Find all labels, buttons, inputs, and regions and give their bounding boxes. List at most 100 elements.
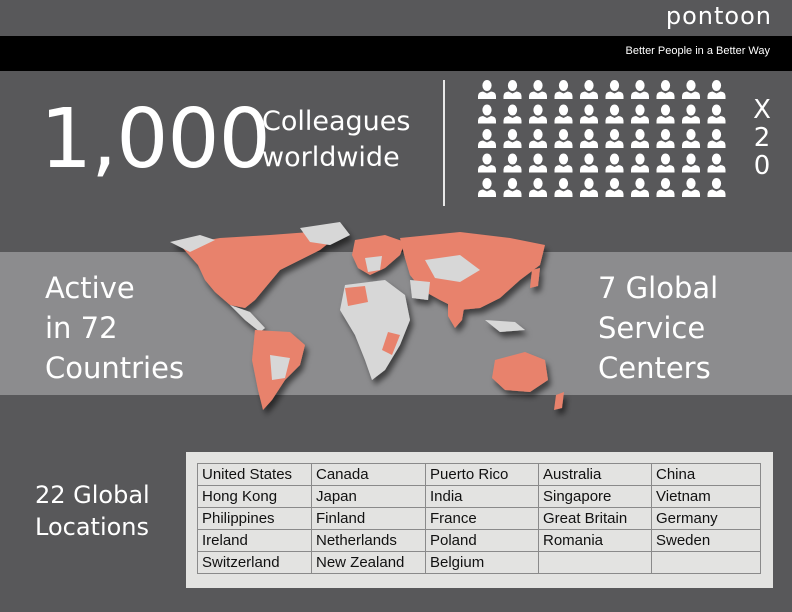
table-row: Switzerland New Zealand Belgium	[197, 551, 761, 574]
person-icon	[707, 153, 726, 173]
person-icon	[478, 104, 496, 124]
person-icon	[656, 104, 675, 124]
table-row: Hong Kong Japan India Singapore Vietnam	[197, 485, 761, 508]
table-cell: Singapore	[538, 485, 652, 508]
countries-stat-line3: Countries	[45, 351, 185, 385]
person-icon	[605, 153, 624, 173]
locations-label-line1: 22 Global	[35, 481, 150, 509]
person-icon	[580, 129, 598, 148]
table-cell	[651, 551, 761, 574]
person-icon	[631, 178, 649, 197]
person-icon	[682, 104, 700, 124]
table-cell: Romania	[538, 529, 652, 552]
person-icon	[580, 80, 598, 99]
table-cell: Sweden	[651, 529, 761, 552]
person-icon	[529, 129, 547, 148]
person-icon	[529, 178, 547, 197]
table-cell: Netherlands	[311, 529, 426, 552]
table-cell: India	[425, 485, 539, 508]
person-icon	[682, 80, 700, 99]
person-icon	[605, 129, 624, 148]
person-icon	[656, 153, 675, 173]
person-icon	[503, 129, 522, 148]
africa-highlight	[345, 286, 368, 306]
person-icon	[478, 178, 496, 197]
person-icon	[682, 178, 700, 197]
person-icon	[554, 80, 573, 99]
service-centers-line2: Service	[598, 311, 706, 345]
person-icon	[682, 129, 700, 148]
person-icon	[580, 153, 598, 173]
table-cell: Hong Kong	[197, 485, 312, 508]
multiplier-char-x: X	[753, 95, 771, 125]
person-icon	[631, 129, 649, 148]
person-icon	[707, 80, 726, 99]
africa-shape	[340, 280, 410, 380]
table-cell: Great Britain	[538, 507, 652, 530]
countries-stat: Active in 72 Countries	[45, 268, 184, 388]
countries-stat-line1: Active	[45, 271, 135, 305]
person-icon	[707, 104, 726, 124]
multiplier-char-0: 0	[753, 151, 771, 181]
person-icon	[554, 129, 573, 148]
person-icon	[656, 178, 675, 197]
person-icon	[605, 80, 624, 99]
person-icon	[631, 104, 649, 124]
table-cell	[538, 551, 652, 574]
locations-table: United States Canada Puerto Rico Austral…	[197, 463, 761, 574]
pontoon-logo: pontoon	[665, 2, 772, 30]
asia-detail-2	[410, 280, 430, 300]
person-icon	[707, 178, 726, 197]
person-icon	[503, 178, 522, 197]
person-icon	[656, 129, 675, 148]
table-row: United States Canada Puerto Rico Austral…	[197, 463, 761, 486]
service-centers-line1: 7 Global	[598, 271, 719, 305]
table-cell: Switzerland	[197, 551, 312, 574]
person-icon	[682, 153, 700, 173]
person-icon	[503, 104, 522, 124]
person-icon	[631, 80, 649, 99]
person-icon	[605, 178, 624, 197]
canada-north-shape	[170, 235, 215, 252]
locations-label: 22 Global Locations	[35, 479, 150, 543]
person-icon	[707, 129, 726, 148]
person-icon	[503, 80, 522, 99]
table-cell: Japan	[311, 485, 426, 508]
colleagues-label-line2: worldwide	[262, 142, 400, 173]
multiplier-char-2: 2	[753, 123, 771, 153]
person-icon	[631, 153, 649, 173]
europe-shape	[352, 235, 405, 275]
table-cell: Vietnam	[651, 485, 761, 508]
table-cell: Poland	[425, 529, 539, 552]
service-centers-stat: 7 Global Service Centers	[598, 268, 718, 388]
table-cell: New Zealand	[311, 551, 426, 574]
table-cell: Australia	[538, 463, 652, 486]
table-cell: Finland	[311, 507, 426, 530]
person-icon	[656, 80, 675, 99]
person-icon	[605, 104, 624, 124]
table-cell: Ireland	[197, 529, 312, 552]
africa-highlight-2	[382, 332, 400, 355]
central-america-shape	[230, 305, 265, 332]
table-cell: Belgium	[425, 551, 539, 574]
colleagues-label: Colleagues worldwide	[262, 104, 410, 176]
table-cell: Puerto Rico	[425, 463, 539, 486]
india-shape	[448, 300, 465, 328]
person-icon	[580, 178, 598, 197]
person-icon	[529, 104, 547, 124]
person-icon	[554, 178, 573, 197]
colleague-count: 1,000	[40, 92, 271, 187]
table-cell: France	[425, 507, 539, 530]
tagline-bar: Better People in a Better Way	[0, 36, 792, 71]
greenland-shape	[300, 222, 350, 245]
world-map	[170, 222, 564, 410]
person-icon	[478, 80, 496, 99]
person-icon	[503, 153, 522, 173]
new-zealand-shape	[554, 392, 564, 410]
australia-shape	[492, 352, 548, 392]
table-cell: Germany	[651, 507, 761, 530]
person-icon	[529, 80, 547, 99]
locations-table-panel: United States Canada Puerto Rico Austral…	[186, 452, 773, 588]
person-icon	[478, 129, 496, 148]
locations-label-line2: Locations	[35, 513, 150, 541]
